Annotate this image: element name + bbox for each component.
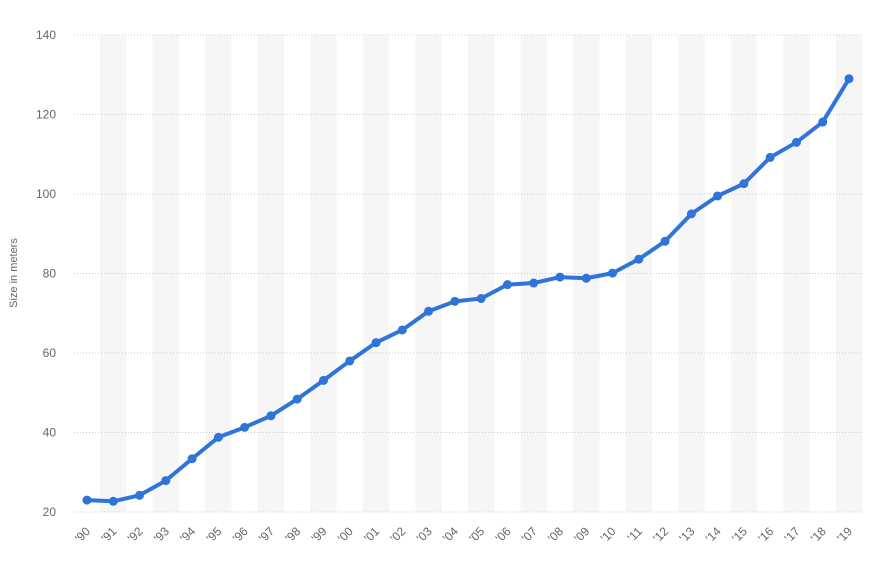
data-point [476, 294, 486, 304]
y-tick-label: 140 [36, 28, 56, 42]
x-tick-label: '96 [230, 524, 251, 545]
data-point [424, 306, 434, 316]
data-point [345, 356, 355, 366]
x-tick-label: '14 [703, 524, 724, 545]
x-tick-label: '99 [309, 524, 330, 545]
x-tick-label: '92 [125, 524, 146, 545]
y-tick-label: 100 [36, 187, 56, 201]
data-point [135, 490, 145, 500]
data-point [161, 476, 171, 486]
x-tick-label: '19 [834, 524, 855, 545]
y-axis-tick-labels: 20 40 60 80 100 120 140 [36, 28, 56, 519]
data-point [450, 296, 460, 306]
data-point [581, 273, 591, 283]
x-axis-tick-labels: '90'91 '92'93'94 '95'96'97'98 '99'00'01'02 '… [72, 524, 855, 545]
data-point [634, 254, 644, 264]
data-point [266, 411, 276, 421]
series-line [85, 76, 851, 504]
x-tick-label: '95 [204, 524, 225, 545]
x-tick-label: '18 [808, 524, 829, 545]
y-tick-label: 60 [43, 346, 57, 360]
column-band [362, 35, 390, 512]
data-point [529, 278, 539, 288]
data-point [318, 375, 328, 385]
data-point [213, 432, 223, 442]
x-tick-label: '01 [361, 524, 382, 545]
x-tick-label: '93 [151, 524, 172, 545]
x-tick-label: '11 [625, 524, 646, 545]
x-tick-label: '91 [98, 524, 119, 545]
y-axis-label: Size in meters [8, 238, 20, 308]
x-tick-label: '06 [493, 524, 514, 545]
data-point [555, 272, 565, 282]
data-point [108, 496, 118, 506]
data-point [713, 191, 723, 201]
x-tick-label: '09 [571, 524, 592, 545]
data-point [371, 338, 381, 348]
column-band [678, 35, 705, 512]
data-point [739, 179, 749, 189]
column-band [468, 35, 495, 512]
x-tick-label: '97 [256, 524, 277, 545]
x-tick-label: '98 [282, 524, 303, 545]
x-tick-label: '08 [545, 524, 566, 545]
data-point [502, 280, 512, 290]
x-tick-label: '10 [598, 524, 619, 545]
data-point [82, 495, 92, 505]
x-tick-label: '90 [72, 524, 93, 545]
data-point [292, 394, 302, 404]
data-point [818, 117, 828, 127]
x-tick-label: '02 [387, 524, 408, 545]
x-tick-label: '07 [519, 524, 540, 545]
column-band [783, 35, 810, 512]
x-tick-label: '12 [650, 524, 671, 545]
x-tick-label: '17 [782, 524, 803, 545]
data-point [844, 74, 854, 84]
x-tick-label: '13 [677, 524, 698, 545]
horizontal-gridlines [74, 34, 862, 513]
data-point [660, 236, 670, 246]
data-point [187, 454, 197, 464]
data-point [765, 152, 775, 162]
x-tick-label: '05 [466, 524, 487, 545]
data-point [686, 209, 696, 219]
y-tick-label: 120 [36, 108, 56, 122]
data-point [608, 268, 618, 278]
x-tick-label: '04 [440, 524, 461, 545]
x-tick-label: '94 [177, 524, 198, 545]
y-tick-label: 40 [43, 426, 57, 440]
data-series [82, 74, 854, 506]
x-tick-label: '00 [335, 524, 356, 545]
data-point [397, 325, 407, 335]
y-tick-label: 20 [43, 505, 57, 519]
column-band [152, 35, 179, 512]
x-tick-label: '16 [755, 524, 776, 545]
data-point [791, 137, 801, 147]
y-tick-label: 80 [43, 267, 57, 281]
x-tick-label: '03 [414, 524, 435, 545]
column-band [573, 35, 600, 512]
x-tick-label: '15 [729, 524, 750, 545]
column-band [257, 35, 285, 512]
data-point [240, 422, 250, 432]
